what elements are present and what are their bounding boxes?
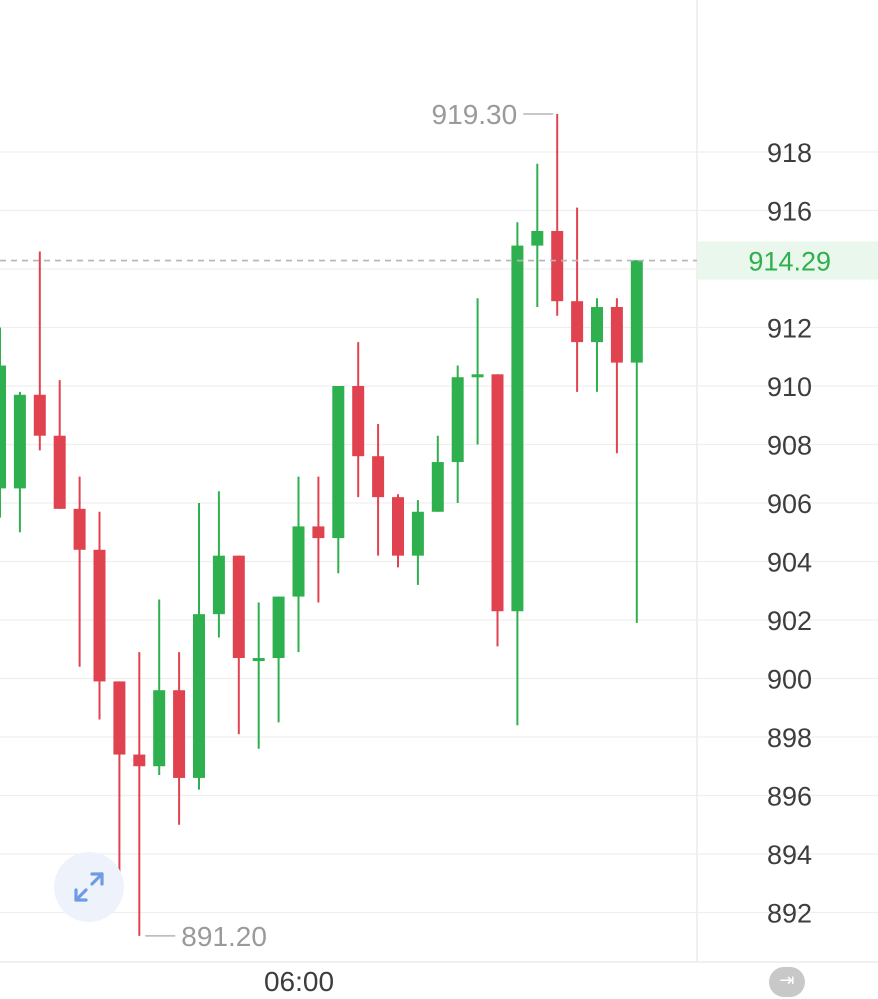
candle-body [491,374,504,612]
candle [630,260,643,623]
candle-body [232,555,245,659]
x-axis-tick-label: 06:00 [264,966,334,997]
candle-body [551,230,564,302]
candle-body [272,596,285,659]
y-axis-tick-label: 910 [767,372,812,402]
candle [411,500,424,585]
candle-body [571,301,584,343]
candle-body [332,386,345,539]
candle [431,435,444,512]
candle [531,163,544,308]
candle-body [212,555,225,615]
y-axis-tick-label: 902 [767,606,812,636]
y-axis-tick-label: 912 [767,314,812,344]
candle-body [13,394,26,489]
candle-body [591,307,603,343]
candle [173,652,186,825]
candle [372,424,385,556]
candle-body [193,614,205,778]
candle-body [392,497,404,556]
low-annotation-label: 891.20 [181,921,267,952]
candle [392,494,404,568]
candle-body [292,526,305,597]
candle [232,555,245,735]
candle-body [312,526,325,539]
candle-body [113,681,126,755]
candle-body [411,511,424,556]
candle [113,681,126,881]
candle [272,596,285,723]
y-axis-tick-label: 918 [767,138,812,168]
candle-body [610,307,623,363]
candle-body [511,245,524,612]
y-axis-tick-label: 894 [767,840,812,870]
annotations: 919.30 891.20 [145,99,554,952]
candle [53,380,66,509]
candle [212,491,225,638]
candle-body [133,754,146,767]
candle-body [451,377,464,463]
high-annotation-label: 919.30 [432,99,518,130]
candle [451,365,464,503]
y-axis-tick-label: 896 [767,782,812,812]
jump-to-latest-icon[interactable]: ⇥ [769,967,805,997]
expand-arrows-icon[interactable] [54,852,124,922]
candle-body [431,462,444,512]
candle-body [53,435,66,509]
candle [0,327,6,518]
y-axis-tick-label: 906 [767,489,812,519]
candle [332,386,345,574]
candle [471,298,484,445]
candle-body [153,690,166,767]
y-axis-tick-label: 898 [767,723,812,753]
candle [352,342,365,498]
candle [93,511,106,720]
candle [571,207,584,392]
candle [491,374,504,647]
candle [73,476,86,667]
candle-body [173,690,186,778]
candle-body [33,394,46,436]
candle [511,222,524,726]
candles [0,113,643,936]
y-axis-labels: 918 916 912 910 908 906 904 902 900 898 896 894 892 [767,138,812,929]
current-price-label: 914.29 [748,247,831,277]
candle-body [630,260,643,363]
y-axis-tick-label: 916 [767,197,812,227]
candle-body [471,374,484,378]
candle [252,602,265,749]
candle-body [73,508,86,550]
candle [33,251,46,451]
candle [133,652,146,936]
candle [551,113,564,316]
candle [193,503,205,790]
candle-body [252,658,265,662]
candle-body [93,549,106,682]
candle [153,599,166,776]
current-price-marker: 914.29 [0,241,878,280]
y-axis-tick-label: 892 [767,899,812,929]
candle-body [531,230,544,246]
candle [591,298,603,392]
candle-body [372,456,385,498]
candle-body [352,386,365,457]
jump-to-latest-glyph: ⇥ [779,970,795,991]
current-price-box [698,241,878,280]
candle [13,391,26,533]
y-axis-tick-label: 904 [767,548,812,578]
y-axis-tick-label: 900 [767,665,812,695]
candle [610,298,623,454]
y-axis-tick-label: 908 [767,431,812,461]
candle-body [0,365,6,489]
candle [312,476,325,603]
candle [292,476,305,653]
